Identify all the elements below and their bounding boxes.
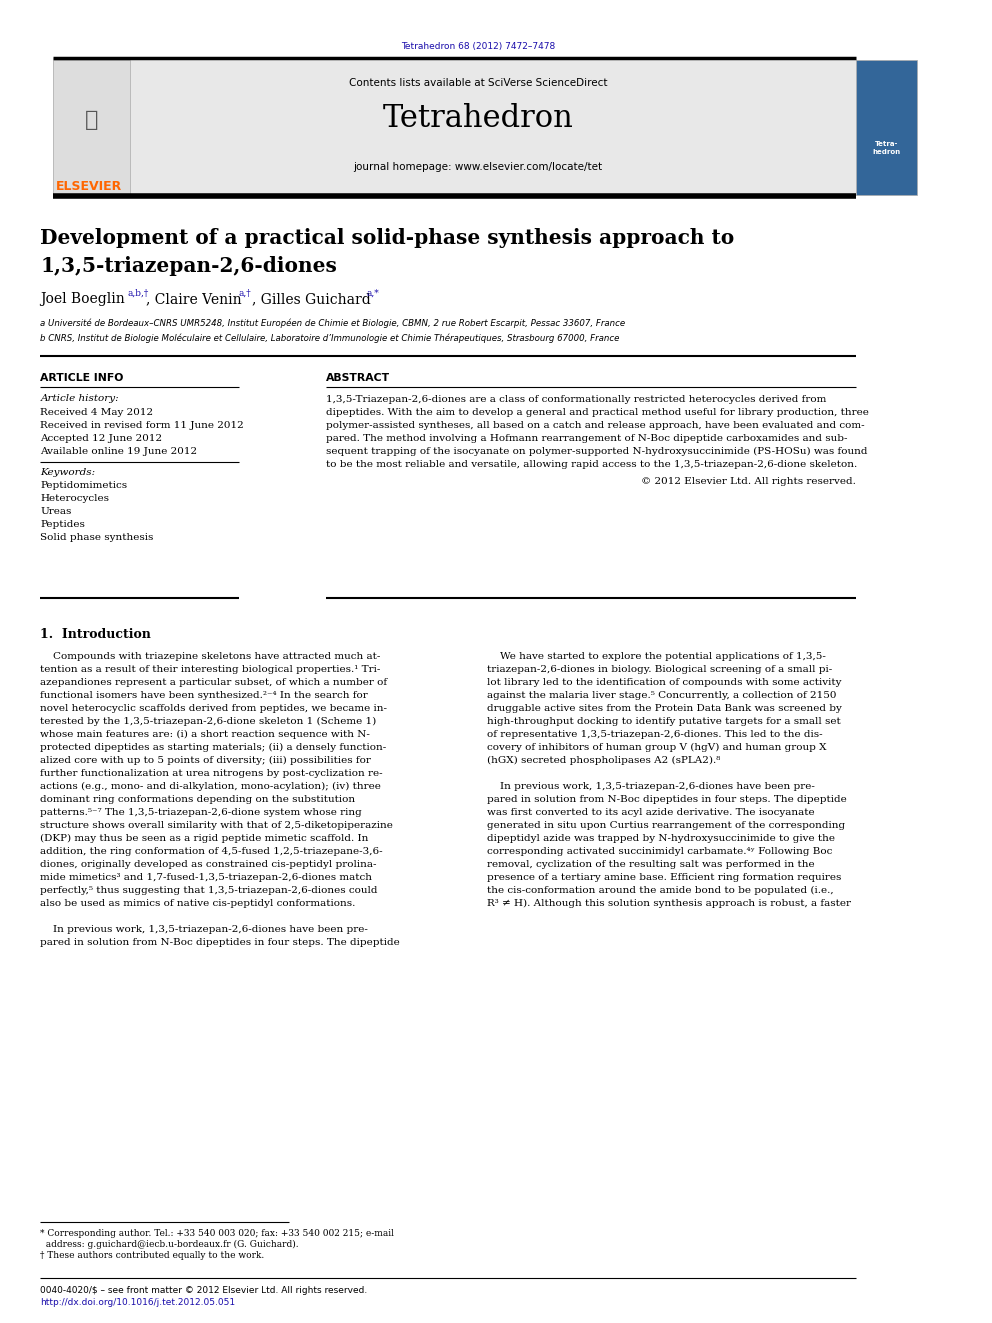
Text: mide mimetics³ and 1,7-fused-1,3,5-triazepan-2,6-diones match: mide mimetics³ and 1,7-fused-1,3,5-triaz…	[41, 873, 372, 882]
Text: against the malaria liver stage.⁵ Concurrently, a collection of 2150: against the malaria liver stage.⁵ Concur…	[487, 691, 836, 700]
FancyBboxPatch shape	[856, 60, 918, 194]
Text: Tetrahedron 68 (2012) 7472–7478: Tetrahedron 68 (2012) 7472–7478	[401, 42, 556, 52]
Text: Joel Boeglin: Joel Boeglin	[41, 292, 130, 306]
Text: polymer-assisted syntheses, all based on a catch and release approach, have been: polymer-assisted syntheses, all based on…	[325, 421, 864, 430]
Text: address: g.guichard@iecb.u-bordeaux.fr (G. Guichard).: address: g.guichard@iecb.u-bordeaux.fr (…	[41, 1240, 300, 1249]
Text: b CNRS, Institut de Biologie Moléculaire et Cellulaire, Laboratoire d’Immunologi: b CNRS, Institut de Biologie Moléculaire…	[41, 333, 620, 343]
Text: * Corresponding author. Tel.: +33 540 003 020; fax: +33 540 002 215; e-mail: * Corresponding author. Tel.: +33 540 00…	[41, 1229, 395, 1238]
Text: 0040-4020/$ – see front matter © 2012 Elsevier Ltd. All rights reserved.: 0040-4020/$ – see front matter © 2012 El…	[41, 1286, 368, 1295]
Text: also be used as mimics of native cis-peptidyl conformations.: also be used as mimics of native cis-pep…	[41, 900, 356, 908]
Text: tention as a result of their interesting biological properties.¹ Tri-: tention as a result of their interesting…	[41, 665, 381, 673]
Text: addition, the ring conformation of 4,5-fused 1,2,5-triazepane-3,6-: addition, the ring conformation of 4,5-f…	[41, 847, 383, 856]
Text: Keywords:: Keywords:	[41, 468, 95, 478]
Text: perfectly,⁵ thus suggesting that 1,3,5-triazepan-2,6-diones could: perfectly,⁵ thus suggesting that 1,3,5-t…	[41, 886, 378, 894]
Text: presence of a tertiary amine base. Efficient ring formation requires: presence of a tertiary amine base. Effic…	[487, 873, 841, 882]
Text: terested by the 1,3,5-triazepan-2,6-dione skeleton 1 (Scheme 1): terested by the 1,3,5-triazepan-2,6-dion…	[41, 717, 377, 726]
Text: dipeptides. With the aim to develop a general and practical method useful for li: dipeptides. With the aim to develop a ge…	[325, 407, 869, 417]
Text: Ureas: Ureas	[41, 507, 71, 516]
Text: removal, cyclization of the resulting salt was performed in the: removal, cyclization of the resulting sa…	[487, 860, 814, 869]
Text: 1.  Introduction: 1. Introduction	[41, 628, 152, 642]
Text: was first converted to its acyl azide derivative. The isocyanate: was first converted to its acyl azide de…	[487, 808, 814, 818]
Text: † These authors contributed equally to the work.: † These authors contributed equally to t…	[41, 1252, 265, 1259]
Text: © 2012 Elsevier Ltd. All rights reserved.: © 2012 Elsevier Ltd. All rights reserved…	[641, 478, 856, 486]
Text: Development of a practical solid-phase synthesis approach to: Development of a practical solid-phase s…	[41, 228, 735, 247]
Text: In previous work, 1,3,5-triazepan-2,6-diones have been pre-: In previous work, 1,3,5-triazepan-2,6-di…	[487, 782, 814, 791]
Text: We have started to explore the potential applications of 1,3,5-: We have started to explore the potential…	[487, 652, 825, 662]
Text: ARTICLE INFO: ARTICLE INFO	[41, 373, 124, 382]
Text: pared. The method involving a Hofmann rearrangement of N-Boc dipeptide carboxami: pared. The method involving a Hofmann re…	[325, 434, 847, 443]
Text: Heterocycles: Heterocycles	[41, 493, 109, 503]
Text: Received 4 May 2012: Received 4 May 2012	[41, 407, 154, 417]
Text: Compounds with triazepine skeletons have attracted much at-: Compounds with triazepine skeletons have…	[41, 652, 381, 662]
Text: Peptides: Peptides	[41, 520, 85, 529]
Text: to be the most reliable and versatile, allowing rapid access to the 1,3,5-triaze: to be the most reliable and versatile, a…	[325, 460, 857, 468]
Text: Article history:: Article history:	[41, 394, 119, 404]
Text: Received in revised form 11 June 2012: Received in revised form 11 June 2012	[41, 421, 244, 430]
Text: Available online 19 June 2012: Available online 19 June 2012	[41, 447, 197, 456]
Text: sequent trapping of the isocyanate on polymer-supported N-hydroxysuccinimide (PS: sequent trapping of the isocyanate on po…	[325, 447, 867, 456]
Text: Accepted 12 June 2012: Accepted 12 June 2012	[41, 434, 163, 443]
Text: In previous work, 1,3,5-triazepan-2,6-diones have been pre-: In previous work, 1,3,5-triazepan-2,6-di…	[41, 925, 368, 934]
Text: dipeptidyl azide was trapped by N-hydroxysuccinimide to give the: dipeptidyl azide was trapped by N-hydrox…	[487, 833, 834, 843]
Text: pared in solution from N-Boc dipeptides in four steps. The dipeptide: pared in solution from N-Boc dipeptides …	[41, 938, 400, 947]
Text: structure shows overall similarity with that of 2,5-diketopiperazine: structure shows overall similarity with …	[41, 822, 394, 830]
Text: high-throughput docking to identify putative targets for a small set: high-throughput docking to identify puta…	[487, 717, 840, 726]
Text: , Gilles Guichard: , Gilles Guichard	[253, 292, 371, 306]
Text: of representative 1,3,5-triazepan-2,6-diones. This led to the dis-: of representative 1,3,5-triazepan-2,6-di…	[487, 730, 822, 740]
Text: ABSTRACT: ABSTRACT	[325, 373, 390, 382]
Text: Peptidomimetics: Peptidomimetics	[41, 482, 128, 490]
Text: http://dx.doi.org/10.1016/j.tet.2012.05.051: http://dx.doi.org/10.1016/j.tet.2012.05.…	[41, 1298, 235, 1307]
Text: dominant ring conformations depending on the substitution: dominant ring conformations depending on…	[41, 795, 355, 804]
Text: a,b,†: a,b,†	[127, 288, 149, 298]
Text: novel heterocyclic scaffolds derived from peptides, we became in-: novel heterocyclic scaffolds derived fro…	[41, 704, 388, 713]
Text: whose main features are: (i) a short reaction sequence with N-: whose main features are: (i) a short rea…	[41, 730, 370, 740]
FancyBboxPatch shape	[53, 58, 856, 196]
Text: azepandiones represent a particular subset, of which a number of: azepandiones represent a particular subs…	[41, 677, 388, 687]
Text: Solid phase synthesis: Solid phase synthesis	[41, 533, 154, 542]
Text: patterns.⁵⁻⁷ The 1,3,5-triazepan-2,6-dione system whose ring: patterns.⁵⁻⁷ The 1,3,5-triazepan-2,6-dio…	[41, 808, 362, 818]
Text: a Université de Bordeaux–CNRS UMR5248, Institut Européen de Chimie et Biologie, : a Université de Bordeaux–CNRS UMR5248, I…	[41, 318, 626, 328]
Text: journal homepage: www.elsevier.com/locate/tet: journal homepage: www.elsevier.com/locat…	[353, 161, 602, 172]
Text: (hGX) secreted phospholipases A2 (sPLA2).⁸: (hGX) secreted phospholipases A2 (sPLA2)…	[487, 755, 720, 765]
Text: , Claire Venin: , Claire Venin	[147, 292, 242, 306]
Text: further functionalization at urea nitrogens by post-cyclization re-: further functionalization at urea nitrog…	[41, 769, 383, 778]
Text: covery of inhibitors of human group V (hgV) and human group X: covery of inhibitors of human group V (h…	[487, 744, 826, 751]
Text: diones, originally developed as constrained cis-peptidyl prolina-: diones, originally developed as constrai…	[41, 860, 377, 869]
Text: functional isomers have been synthesized.²⁻⁴ In the search for: functional isomers have been synthesized…	[41, 691, 368, 700]
Text: generated in situ upon Curtius rearrangement of the corresponding: generated in situ upon Curtius rearrange…	[487, 822, 845, 830]
Text: ELSEVIER: ELSEVIER	[56, 180, 122, 193]
Text: triazepan-2,6-diones in biology. Biological screening of a small pi-: triazepan-2,6-diones in biology. Biologi…	[487, 665, 832, 673]
FancyBboxPatch shape	[53, 60, 130, 194]
Text: Contents lists available at SciVerse ScienceDirect: Contents lists available at SciVerse Sci…	[349, 78, 607, 89]
Text: corresponding activated succinimidyl carbamate.⁴ʸ Following Boc: corresponding activated succinimidyl car…	[487, 847, 832, 856]
Text: alized core with up to 5 points of diversity; (iii) possibilities for: alized core with up to 5 points of diver…	[41, 755, 371, 765]
Text: pared in solution from N-Boc dipeptides in four steps. The dipeptide: pared in solution from N-Boc dipeptides …	[487, 795, 846, 804]
Text: (DKP) may thus be seen as a rigid peptide mimetic scaffold. In: (DKP) may thus be seen as a rigid peptid…	[41, 833, 369, 843]
Text: a,*: a,*	[366, 288, 379, 298]
Text: R³ ≠ H). Although this solution synthesis approach is robust, a faster: R³ ≠ H). Although this solution synthesi…	[487, 900, 851, 908]
Text: Tetra-
hedron: Tetra- hedron	[873, 142, 901, 155]
Text: a,†: a,†	[238, 288, 251, 298]
Text: 1,3,5-triazepan-2,6-diones: 1,3,5-triazepan-2,6-diones	[41, 255, 337, 277]
Text: 1,3,5-Triazepan-2,6-diones are a class of conformationally restricted heterocycl: 1,3,5-Triazepan-2,6-diones are a class o…	[325, 396, 826, 404]
Text: druggable active sites from the Protein Data Bank was screened by: druggable active sites from the Protein …	[487, 704, 841, 713]
Text: Tetrahedron: Tetrahedron	[383, 103, 573, 134]
Text: 🌲: 🌲	[85, 110, 98, 130]
Text: lot library led to the identification of compounds with some activity: lot library led to the identification of…	[487, 677, 841, 687]
Text: protected dipeptides as starting materials; (ii) a densely function-: protected dipeptides as starting materia…	[41, 744, 387, 751]
Text: actions (e.g., mono- and di-alkylation, mono-acylation); (iv) three: actions (e.g., mono- and di-alkylation, …	[41, 782, 381, 791]
Text: the cis-conformation around the amide bond to be populated (i.e.,: the cis-conformation around the amide bo…	[487, 886, 833, 896]
